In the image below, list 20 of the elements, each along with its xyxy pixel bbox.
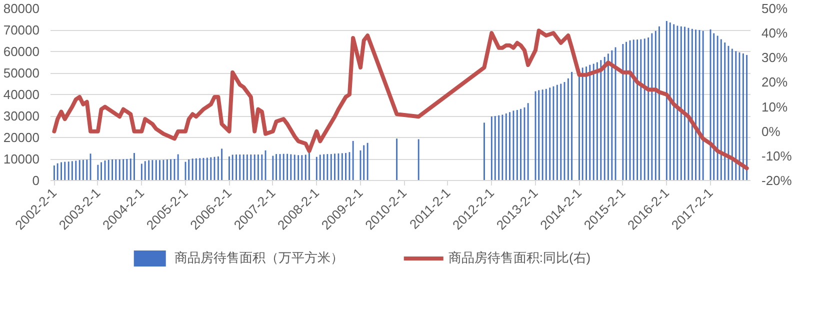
line-series	[52, 28, 749, 170]
y-tick-label: 0	[32, 173, 40, 188]
y-tick-label: 70000	[3, 22, 40, 38]
y2-tick-label: 30%	[762, 50, 788, 66]
y-tick-label: 60000	[3, 44, 40, 59]
y-tick-label: 30000	[3, 108, 40, 124]
y-tick-label: 50000	[3, 66, 40, 80]
y2-tick-label: 10%	[762, 99, 788, 114]
y2-tick-label: 50%	[762, 1, 788, 16]
y2-tick-label: -10%	[762, 148, 792, 164]
y2-tick-label: 40%	[762, 26, 788, 41]
y-tick-label: 40000	[3, 87, 40, 102]
y-tick-label: 10000	[3, 152, 40, 166]
y-tick-label: 20000	[3, 130, 40, 145]
legend-label: 商品房待售面积（万平方米）	[174, 249, 344, 267]
y2-tick-label: 0%	[762, 124, 781, 139]
y2-tick-label: 20%	[762, 74, 788, 90]
y2-tick-label: -20%	[762, 173, 792, 188]
y-tick-label: 80000	[3, 1, 40, 16]
legend-label: 商品房待售面积:同比(右)	[448, 249, 591, 267]
